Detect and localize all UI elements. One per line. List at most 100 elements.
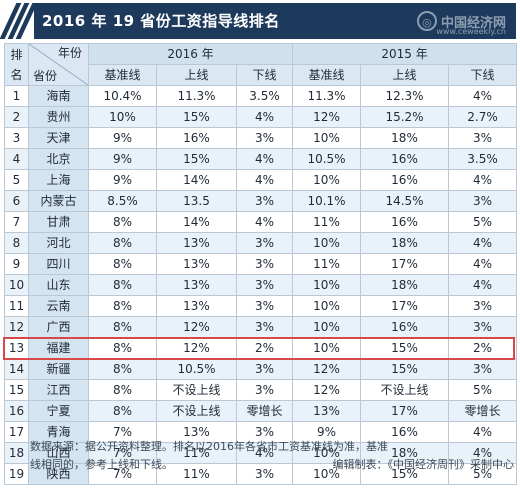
sub-header-2016-lower: 下线: [235, 64, 294, 86]
cell-2016-upper: 15%: [156, 106, 237, 128]
table-row: 13 福建 8% 12% 2% 10% 15% 2%: [4, 337, 518, 359]
cell-2015-base: 11.3%: [292, 85, 362, 107]
cell-2016-lower: 3%: [235, 358, 294, 380]
cell-2016-base: 8%: [88, 337, 157, 359]
table-row: 12 广西 8% 12% 3% 10% 16% 3%: [4, 316, 518, 338]
table-row: 2 贵州 10% 15% 4% 12% 15.2% 2.7%: [4, 106, 518, 128]
rank-cell: 17: [4, 421, 29, 443]
cell-2016-upper: 12%: [156, 316, 237, 338]
cell-2016-lower: 零增长: [235, 400, 294, 422]
cell-2016-lower: 2%: [235, 337, 294, 359]
province-cell: 云南: [28, 295, 89, 317]
group-header-2016: 2016 年: [87, 43, 294, 65]
cell-2015-base: 10.5%: [292, 148, 362, 170]
cell-2016-base: 9%: [88, 127, 157, 149]
cell-2016-lower: 3%: [235, 316, 294, 338]
table-row: 10 山东 8% 13% 3% 10% 18% 4%: [4, 274, 518, 296]
cell-2016-upper: 11%: [156, 442, 237, 464]
province-cell: 内蒙古: [28, 190, 89, 212]
cell-2015-lower: 2.7%: [448, 106, 518, 128]
province-cell: 四川: [28, 253, 89, 275]
cell-2015-base: 10.1%: [292, 190, 362, 212]
province-cell: 福建: [28, 337, 89, 359]
cell-2016-upper: 14%: [156, 169, 237, 191]
cell-2015-base: 12%: [292, 379, 362, 401]
province-cell: 河北: [28, 232, 89, 254]
cell-2015-lower: 5%: [448, 463, 518, 485]
cell-2015-base: 10%: [292, 463, 362, 485]
cell-2016-base: 9%: [88, 148, 157, 170]
footnote-note: 线相同的，参考上线和下线。: [30, 458, 173, 471]
brand-name: 中国经济网: [440, 15, 506, 31]
brand-watermark: ◎ 中国经济网 www.ceweekly.cn: [416, 7, 506, 36]
cell-2016-lower: 3.5%: [235, 85, 294, 107]
cell-2015-base: 10%: [292, 127, 362, 149]
cell-2016-base: 7%: [88, 442, 157, 464]
cell-2016-upper: 13.5: [156, 190, 237, 212]
globe-icon: ◎: [416, 11, 437, 31]
wage-guideline-table: 排名 年份 省份 2016 年 2015 年 基准线 上线 下线 基准线 上线 …: [4, 43, 518, 485]
cell-2015-base: 13%: [292, 400, 362, 422]
cell-2016-upper: 13%: [156, 421, 237, 443]
rank-header-label: 排名: [10, 47, 23, 82]
cell-2016-base: 7%: [88, 421, 157, 443]
province-cell: 新疆: [28, 358, 89, 380]
cell-2015-upper: 15%: [360, 337, 450, 359]
cell-2016-lower: 3%: [235, 295, 294, 317]
cell-2016-upper: 不设上线: [156, 379, 237, 401]
cell-2016-lower: 3%: [235, 253, 294, 275]
cell-2015-lower: 5%: [448, 211, 518, 233]
table-row: 17 青海 7% 13% 3% 9% 16% 4%: [4, 421, 518, 443]
cell-2016-base: 8%: [88, 358, 157, 380]
cell-2016-base: 10%: [88, 106, 157, 128]
cell-2016-upper: 10.5%: [156, 358, 237, 380]
province-cell: 海南: [28, 85, 89, 107]
cell-2015-upper: 18%: [360, 127, 450, 149]
rank-cell: 1: [4, 85, 29, 107]
cell-2016-base: 8%: [88, 232, 157, 254]
table-row: 14 新疆 8% 10.5% 3% 12% 15% 3%: [4, 358, 518, 380]
table-row: 4 北京 9% 15% 4% 10.5% 16% 3.5%: [4, 148, 518, 170]
cell-2016-lower: 3%: [235, 463, 294, 485]
province-corner-label: 省份: [33, 69, 58, 83]
cell-2016-base: 7%: [88, 463, 157, 485]
footnote: 数据来源：据公开资料整理。排名以2016年各省市工资基准线为准，基准 线相同的，…: [30, 438, 514, 474]
cell-2016-base: 8%: [88, 400, 157, 422]
cell-2015-base: 10%: [292, 169, 362, 191]
cell-2015-upper: 18%: [360, 274, 450, 296]
table-row: 9 四川 8% 13% 3% 11% 17% 4%: [4, 253, 518, 275]
cell-2016-upper: 15%: [156, 148, 237, 170]
cell-2016-lower: 3%: [235, 127, 294, 149]
cell-2016-upper: 13%: [156, 253, 237, 275]
cell-2015-upper: 15%: [360, 358, 450, 380]
cell-2016-upper: 13%: [156, 232, 237, 254]
cell-2015-base: 10%: [292, 442, 362, 464]
cell-2015-lower: 4%: [448, 85, 518, 107]
table-row: 1 海南 10.4% 11.3% 3.5% 11.3% 12.3% 4%: [4, 85, 518, 107]
cell-2016-base: 9%: [88, 169, 157, 191]
rank-cell: 18: [4, 442, 29, 464]
cell-2015-lower: 5%: [448, 379, 518, 401]
cell-2016-upper: 11.3%: [156, 85, 237, 107]
rank-cell: 5: [4, 169, 29, 191]
cell-2015-base: 11%: [292, 253, 362, 275]
diagonal-divider: [29, 44, 88, 85]
cell-2016-base: 8.5%: [88, 190, 157, 212]
cell-2015-lower: 4%: [448, 442, 518, 464]
cell-2015-lower: 零增长: [448, 400, 518, 422]
title-accent-stripes: [0, 3, 38, 39]
title-bar: 2016 年 19 省份工资指导线排名 ◎ 中国经济网 www.ceweekly…: [0, 3, 516, 39]
cell-2015-upper: 16%: [360, 148, 450, 170]
cell-2016-base: 8%: [88, 274, 157, 296]
cell-2016-base: 8%: [88, 295, 157, 317]
cell-2016-lower: 3%: [235, 190, 294, 212]
rank-cell: 15: [4, 379, 29, 401]
cell-2015-lower: 3%: [448, 127, 518, 149]
province-cell: 上海: [28, 169, 89, 191]
cell-2016-base: 10.4%: [88, 85, 157, 107]
footnote-source: 数据来源：据公开资料整理。排名以2016年各省市工资基准线为准，基准: [30, 440, 388, 453]
province-cell: 广西: [28, 316, 89, 338]
cell-2016-lower: 4%: [235, 169, 294, 191]
rank-cell: 10: [4, 274, 29, 296]
cell-2016-upper: 13%: [156, 274, 237, 296]
